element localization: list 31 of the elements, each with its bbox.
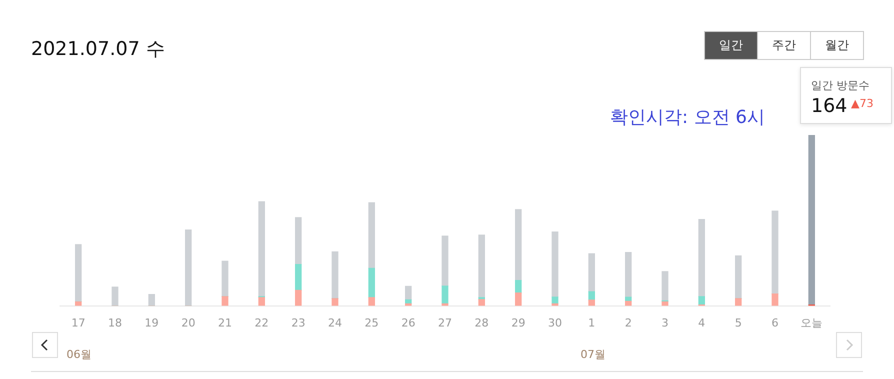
x-tick-label: 22 [254, 316, 269, 330]
text: 일간 방문수 [811, 78, 870, 93]
text: ▲73 [851, 97, 874, 110]
x-tick-label: 4 [698, 316, 706, 330]
x-tick-label: 2 [624, 316, 632, 330]
x-tick-label: 21 [218, 316, 232, 330]
x-tick-label: 29 [511, 316, 526, 330]
x-tick-label: 3 [662, 316, 668, 330]
x-tick-label: 25 [364, 316, 379, 330]
x-tick-label: 30 [548, 316, 562, 330]
x-tick-label: 20 [181, 316, 196, 330]
x-tick-label: 27 [438, 316, 452, 330]
x-tick-label: 오늘 [800, 316, 823, 330]
text: 06월 [66, 347, 92, 362]
x-tick-label: 17 [71, 316, 86, 330]
x-tick-label: 19 [144, 316, 159, 330]
x-tick-label: 23 [291, 316, 306, 330]
text: 월간 [810, 32, 863, 59]
x-tick-label: 5 [734, 316, 742, 330]
text: 일간 [705, 32, 757, 59]
annotation: 164 [811, 95, 848, 117]
x-tick-label: 6 [772, 316, 778, 330]
x-tick-label: 18 [108, 316, 122, 330]
x-tick-label: 26 [401, 316, 416, 330]
x-tick-label: 28 [474, 316, 489, 330]
text: 확인시각: 오전 6시 [610, 106, 765, 129]
text: 07월 [580, 347, 606, 362]
chart-title: 2021.07.07 수 [31, 37, 165, 62]
x-tick-label: 24 [328, 316, 342, 330]
text: 주간 [757, 32, 810, 59]
x-tick-label: 1 [588, 316, 596, 330]
